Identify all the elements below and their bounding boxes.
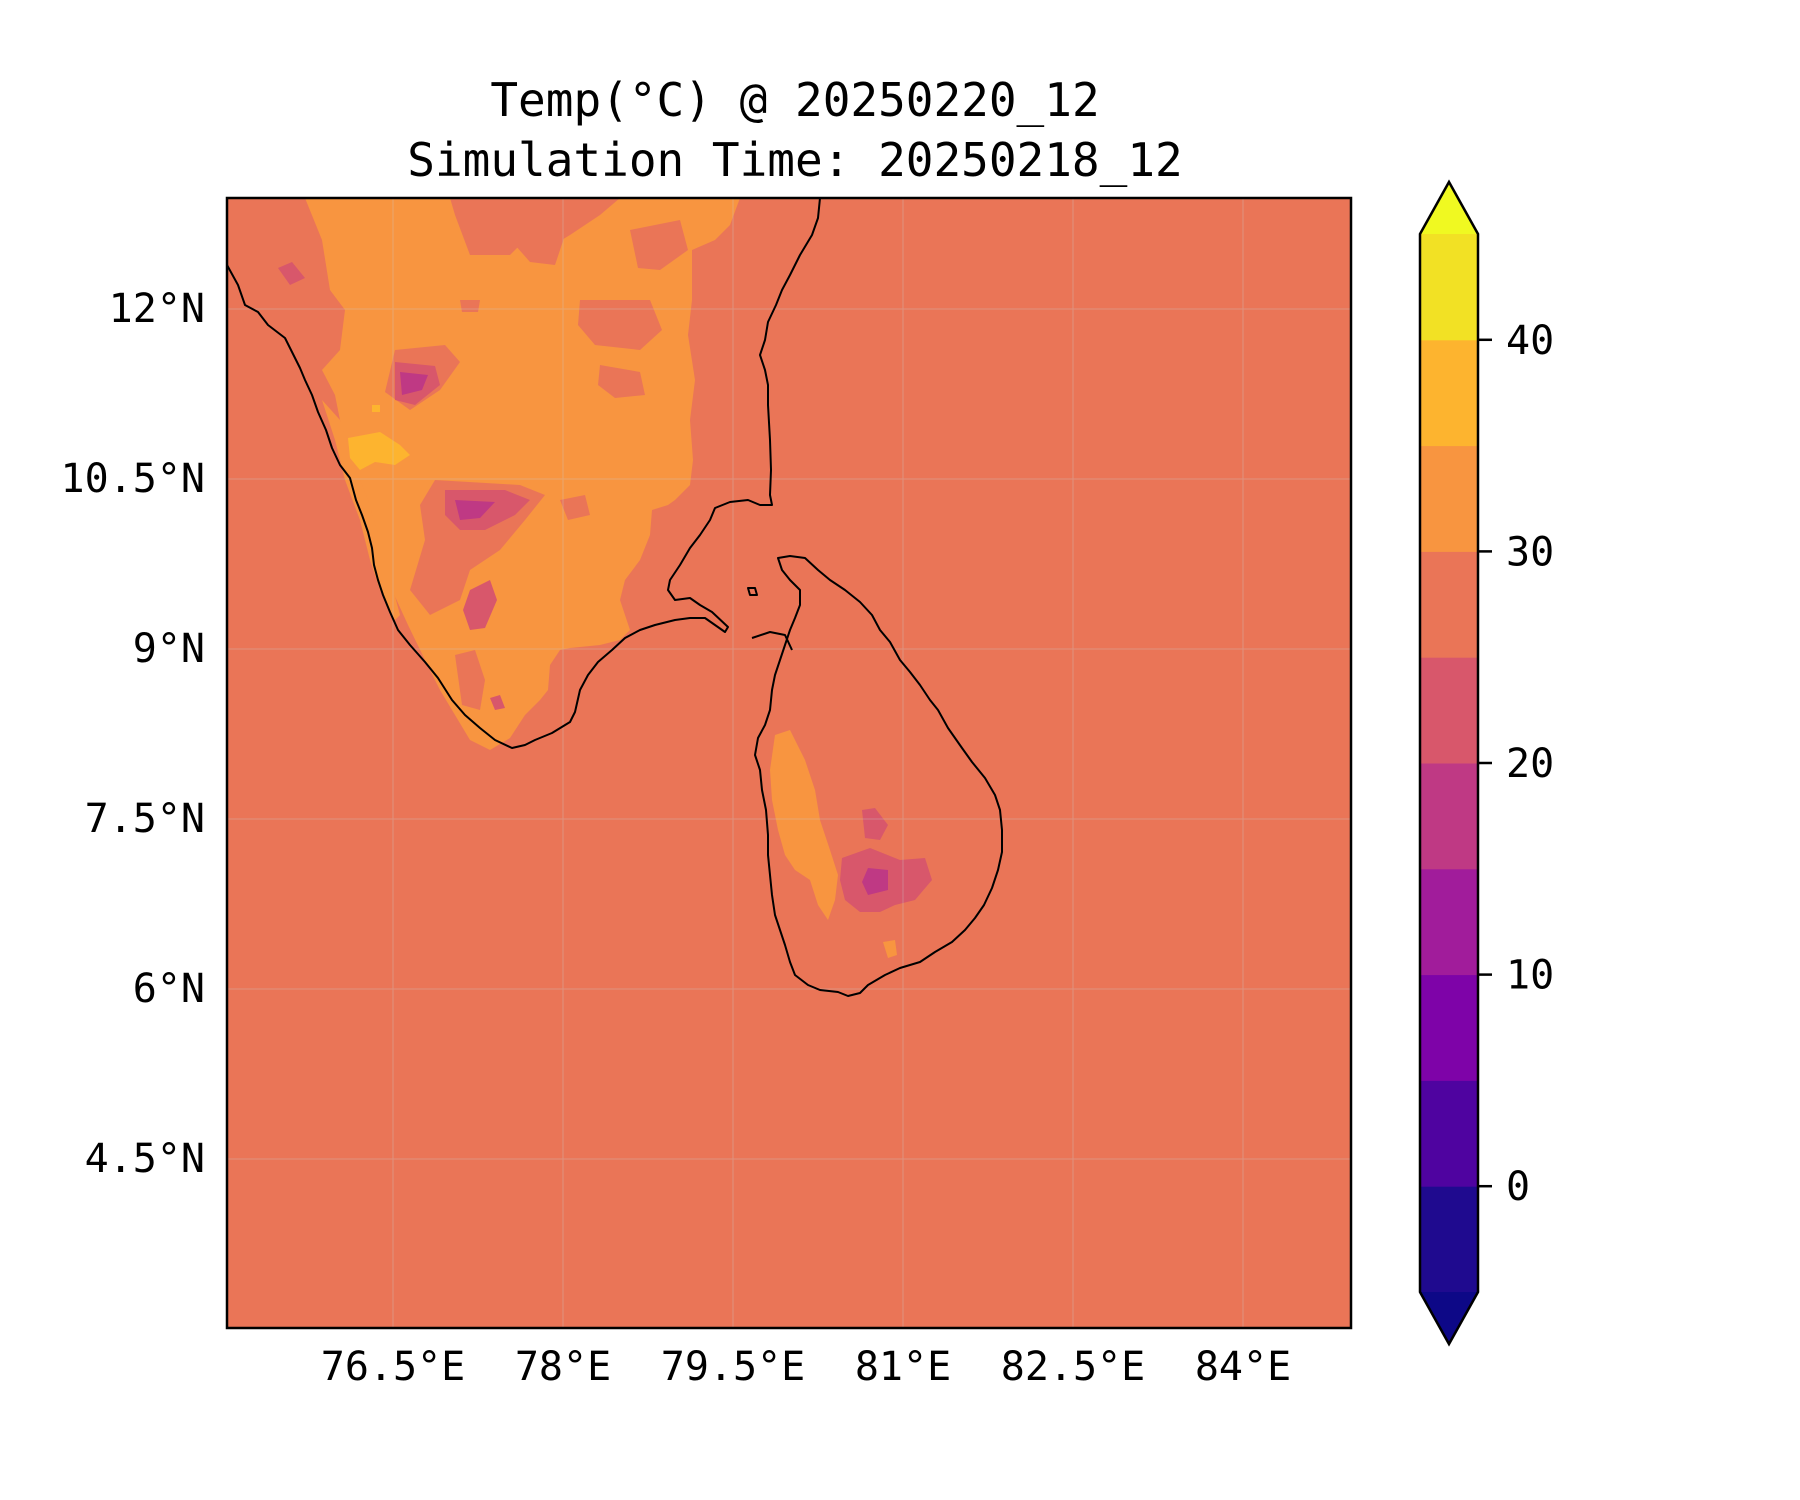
contour-35-40-palghat [348,432,410,470]
x-tick-label: 81°E [855,1344,951,1390]
y-tick-label: 4.5°N [85,1136,205,1182]
x-tick-label: 78°E [515,1344,611,1390]
colorbar-band [1420,974,1478,1081]
contour-25-30-g [455,650,485,710]
contour-20-25-srilanka-north [862,808,888,840]
temperature-contours-coldest [400,372,888,895]
y-axis-ticks: 12°N 10.5°N 9°N 7.5°N 6°N 4.5°N [61,286,206,1182]
x-tick-label: 79.5°E [661,1344,806,1390]
colorbar-band [1420,868,1478,976]
india-coastline [226,197,821,749]
colorbar-outline [1418,179,1480,1347]
colorbar-tick-label: 40 [1506,318,1554,364]
contour-25-30-i [460,300,480,312]
contour-35-40-small [372,405,380,412]
colorbar-tick-label: 0 [1506,1164,1530,1210]
contour-25-30-h [560,495,590,520]
adams-bridge [751,631,793,651]
x-tick-label: 82.5°E [1001,1344,1146,1390]
colorbar-band [1420,763,1478,870]
y-tick-label: 9°N [133,626,205,672]
map-title: Temp(°C) @ 20250220_12 [490,73,1100,127]
contour-25-30-a [515,205,565,265]
colorbar-band [1420,1186,1478,1293]
colorbar-band [1420,339,1478,447]
map-frame [225,196,1353,1330]
colorbar-band [1420,445,1478,552]
y-tick-label: 7.5°N [85,796,205,842]
graticule [227,198,1351,1328]
colorbar-extend-over [1420,182,1478,234]
y-tick-label: 12°N [109,286,205,332]
contour-25-30-c [578,300,662,350]
x-tick-label: 76.5°E [321,1344,466,1390]
colorbar-extend-under [1420,1292,1478,1344]
contour-15-20-srilanka [862,868,888,895]
srilanka-coastline [754,555,1003,997]
colorbar-band [1420,551,1478,658]
colorbar-tick-label: 30 [1506,529,1554,575]
colorbar-band [1420,234,1478,341]
title-block: Temp(°C) @ 20250220_12 Simulation Time: … [0,70,1590,190]
colorbar-tick-label: 10 [1506,953,1554,999]
x-tick-label: 84°E [1195,1344,1291,1390]
contour-20-25-c [463,580,497,630]
colorbar-tick-label: 20 [1506,741,1554,787]
x-axis-ticks: 76.5°E 78°E 79.5°E 81°E 82.5°E 84°E [321,1344,1291,1390]
y-tick-label: 6°N [133,966,205,1012]
colorbar: 40 30 20 10 0 [1418,179,1554,1347]
map-subtitle: Simulation Time: 20250218_12 [407,133,1183,187]
island-1 [747,587,758,596]
contour-15-20-a [400,372,428,395]
contour-20-25-e [490,695,505,710]
contour-15-20-b [455,500,495,520]
colorbar-band [1420,1080,1478,1187]
contour-30-35-srilanka-west [770,730,838,920]
colorbar-band [1420,657,1478,764]
contour-30-35-srilanka-south [883,940,897,958]
contour-25-30-b [630,220,688,270]
y-tick-label: 10.5°N [61,456,206,502]
coastlines [226,197,1003,997]
contour-25-30-d [598,365,645,398]
contour-20-25-d [278,262,305,285]
